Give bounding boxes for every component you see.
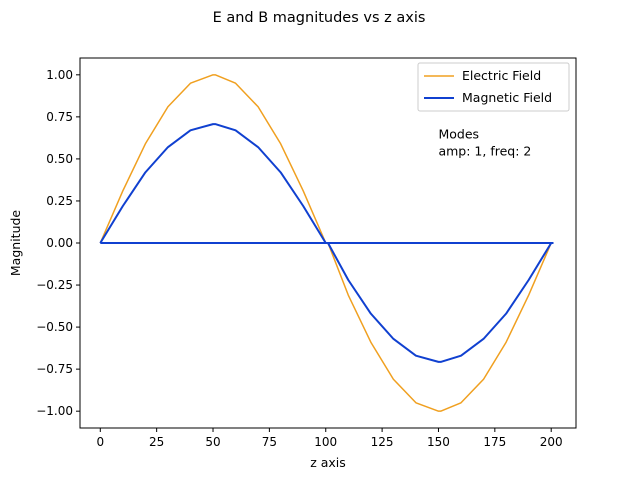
x-axis-label: z axis: [310, 455, 346, 470]
y-tick-label: −0.50: [36, 320, 73, 334]
x-tick-label: 75: [262, 435, 277, 449]
y-axis-ticks: −1.00 −0.75 −0.50 −0.25 0.00 0.25 0.50 0.75 1.00: [36, 68, 80, 418]
y-tick-label: 0.00: [46, 236, 73, 250]
legend-box: [417, 62, 570, 112]
x-axis-ticks: 0 25 50 75 100 125 150 175 200: [96, 428, 563, 449]
annotations: Modes amp: 1, freq: 2: [438, 127, 531, 159]
x-tick-label: 200: [540, 435, 563, 449]
y-tick-label: −0.75: [36, 362, 73, 376]
legend-label-magnetic-field: Magnetic Field: [462, 90, 552, 105]
legend: Electric Field Magnetic Field: [417, 62, 570, 112]
y-axis-label: Magnitude: [8, 210, 23, 277]
y-tick-label: −1.00: [36, 404, 73, 418]
y-tick-label: 0.75: [46, 110, 73, 124]
annotation-text: amp: 1, freq: 2: [438, 144, 531, 159]
y-tick-label: 0.25: [46, 194, 73, 208]
plot-area: [79, 57, 577, 429]
x-tick-label: 25: [149, 435, 164, 449]
x-tick-label: 0: [96, 435, 104, 449]
annotation-text: Modes: [438, 127, 479, 142]
x-tick-label: 150: [427, 435, 450, 449]
chart-title: E and B magnitudes vs z axis: [213, 10, 426, 26]
legend-label-electric-field: Electric Field: [462, 68, 541, 83]
y-tick-label: 0.50: [46, 152, 73, 166]
x-tick-label: 50: [205, 435, 220, 449]
x-tick-label: 100: [314, 435, 337, 449]
x-tick-label: 125: [371, 435, 394, 449]
y-tick-label: −0.25: [36, 278, 73, 292]
y-tick-label: 1.00: [46, 68, 73, 82]
x-tick-label: 175: [483, 435, 506, 449]
